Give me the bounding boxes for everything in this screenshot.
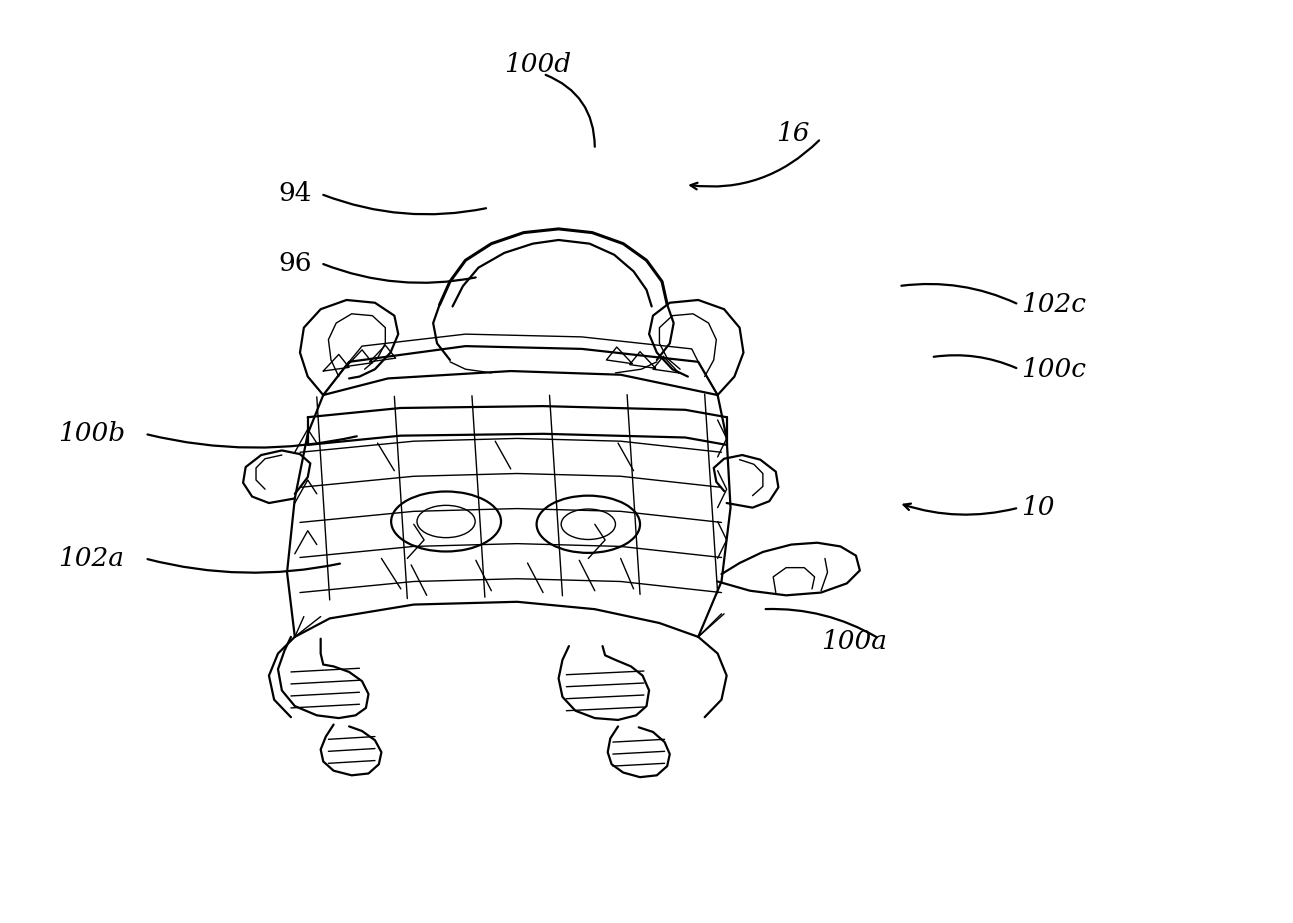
Text: 100c: 100c [1021,356,1086,382]
Text: 100b: 100b [58,421,125,447]
Text: 16: 16 [776,121,809,147]
Text: 100a: 100a [821,629,887,654]
Text: 102a: 102a [58,545,124,571]
Text: 96: 96 [278,250,312,276]
Text: 10: 10 [1021,495,1055,521]
Text: 100d: 100d [504,52,572,78]
Text: 94: 94 [278,181,312,207]
Text: 102c: 102c [1021,292,1086,318]
